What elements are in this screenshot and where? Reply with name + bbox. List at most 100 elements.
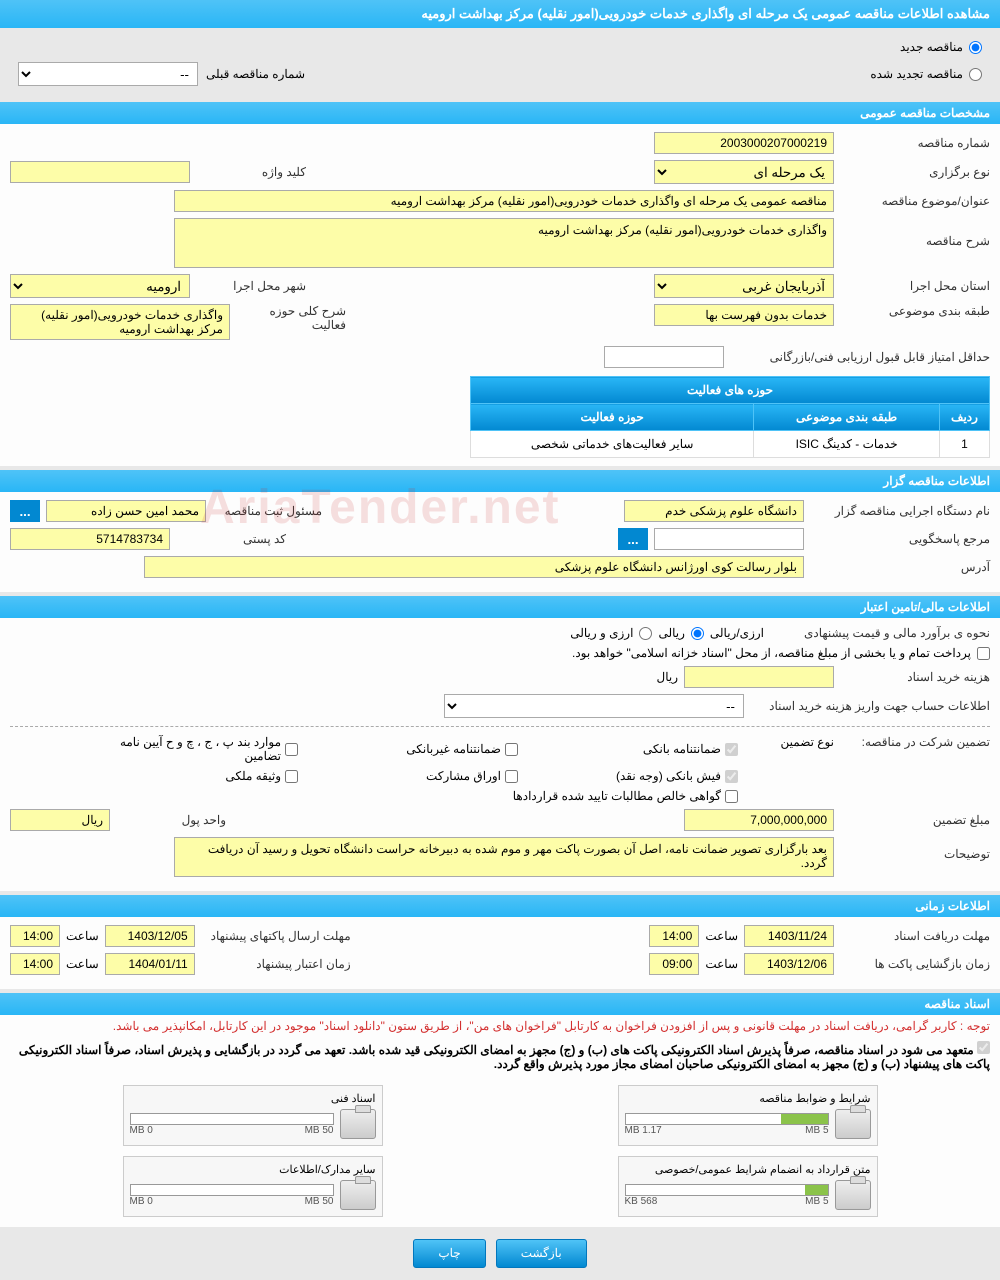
city-select[interactable]: ارومیه: [10, 274, 190, 298]
chk-cases-label: موارد بند پ ، ج ، چ و ح آیین نامه تضامین: [98, 735, 281, 763]
radio-renewed-tender[interactable]: [969, 68, 982, 81]
radio-new-tender[interactable]: [969, 41, 982, 54]
answer-lookup-button[interactable]: ...: [618, 528, 648, 550]
scope-field: واگذاری خدمات خودرویی(امور نقلیه) مرکز ب…: [10, 304, 230, 340]
print-button[interactable]: چاپ: [413, 1239, 485, 1268]
chk-cash-label: فیش بانکی (وجه نقد): [616, 769, 721, 783]
radio-new-tender-label: مناقصه جدید: [900, 40, 963, 54]
folder-icon[interactable]: [340, 1109, 376, 1139]
doc1-max: 5 MB: [805, 1125, 828, 1136]
cell-cat: خدمات - کدینگ ISIC: [754, 431, 940, 458]
doc-cost-input[interactable]: [684, 666, 834, 688]
col-category: طبقه بندی موضوعی: [754, 404, 940, 431]
commitment-text: متعهد می شود در اسناد مناقصه، صرفاً پذیر…: [19, 1043, 990, 1071]
doc3-max: 5 MB: [805, 1196, 828, 1207]
chk-cert[interactable]: [725, 790, 738, 803]
hour-label-2: ساعت: [66, 929, 99, 943]
guarantee-type-label: نوع تضمین: [764, 735, 834, 749]
receive-date: 1403/11/24: [744, 925, 834, 947]
unit-field: ریال: [10, 809, 110, 831]
doc1-size: 1.17 MB: [625, 1125, 662, 1136]
submit-hour: 14:00: [10, 925, 60, 947]
radio-rial-label: ریالی: [658, 626, 684, 640]
activity-table-title: حوزه های فعالیت: [471, 377, 990, 404]
radio-rial[interactable]: [691, 627, 704, 640]
chk-bank[interactable]: [725, 743, 738, 756]
chk-property-label: وثیقه ملکی: [225, 769, 281, 783]
tender-no-field: 2003000207000219: [654, 132, 834, 154]
est-label: نحوه ی برآورد مالی و قیمت پیشنهادی: [770, 626, 990, 640]
folder-icon[interactable]: [340, 1180, 376, 1210]
folder-icon[interactable]: [835, 1180, 871, 1210]
submit-label: مهلت ارسال پاکتهای پیشنهاد: [201, 929, 351, 943]
answer-label: مرجع پاسخگویی: [810, 532, 990, 546]
chk-payment-note[interactable]: [977, 647, 990, 660]
title-label: عنوان/موضوع مناقصه: [840, 194, 990, 208]
open-label: زمان بازگشایی پاکت ها: [840, 957, 990, 971]
radio-renewed-tender-label: مناقصه تجدید شده: [870, 67, 963, 81]
doc2-size: 0 MB: [130, 1125, 153, 1136]
resp-label: مسئول ثبت مناقصه: [212, 504, 322, 518]
notice-red: توجه : کاربر گرامی، دریافت اسناد در مهلت…: [0, 1015, 1000, 1037]
keyword-label: کلید واژه: [196, 165, 306, 179]
desc-field: واگذاری خدمات خودرویی(امور نقلیه) مرکز ب…: [174, 218, 834, 268]
open-date: 1403/12/06: [744, 953, 834, 975]
prev-number-label: شماره مناقصه قبلی: [206, 67, 305, 81]
section-organizer-header: اطلاعات مناقصه گزار: [0, 470, 1000, 492]
min-score-input[interactable]: [604, 346, 724, 368]
account-info-label: اطلاعات حساب جهت واریز هزینه خرید اسناد: [750, 699, 990, 713]
validity-hour: 14:00: [10, 953, 60, 975]
section-documents-header: اسناد مناقصه: [0, 993, 1000, 1015]
receive-hour: 14:00: [649, 925, 699, 947]
open-hour: 09:00: [649, 953, 699, 975]
hour-label-3: ساعت: [705, 957, 738, 971]
receive-label: مهلت دریافت اسناد: [840, 929, 990, 943]
chk-bonds-label: اوراق مشارکت: [426, 769, 501, 783]
section-general-header: مشخصات مناقصه عمومی: [0, 102, 1000, 124]
chk-cert-label: گواهی خالص مطالبات تایید شده قراردادها: [513, 789, 721, 803]
chk-property[interactable]: [285, 770, 298, 783]
scope-label: شرح کلی حوزه فعالیت: [236, 304, 346, 332]
radio-arz[interactable]: [639, 627, 652, 640]
hour-label-4: ساعت: [66, 957, 99, 971]
address-field: بلوار رسالت کوی اورژانس دانشگاه علوم پزش…: [144, 556, 804, 578]
folder-icon[interactable]: [835, 1109, 871, 1139]
submit-date: 1403/12/05: [105, 925, 195, 947]
payment-note: پرداخت تمام و یا بخشی از مبلغ مناقصه، از…: [572, 646, 971, 660]
chk-bank-label: ضمانتنامه بانکی: [643, 742, 721, 756]
doc-box-contract: متن قرارداد به انضمام شرایط عمومی/خصوصی …: [618, 1156, 878, 1217]
answer-input[interactable]: [654, 528, 804, 550]
back-button[interactable]: بازگشت: [496, 1239, 587, 1268]
keyword-input[interactable]: [10, 161, 190, 183]
prev-number-select[interactable]: --: [18, 62, 198, 86]
notes-field: بعد بارگزاری تصویر ضمانت نامه، اصل آن بص…: [174, 837, 834, 877]
chk-nonbank[interactable]: [505, 743, 518, 756]
desc-label: شرح مناقصه: [840, 218, 990, 248]
amount-field: 7,000,000,000: [684, 809, 834, 831]
doc-cost-label: هزینه خرید اسناد: [840, 670, 990, 684]
table-row: 1 خدمات - کدینگ ISIC سایر فعالیت‌های خدم…: [471, 431, 990, 458]
doc3-title: متن قرارداد به انضمام شرایط عمومی/خصوصی: [625, 1163, 871, 1176]
chk-cash[interactable]: [725, 770, 738, 783]
category-label: طبقه بندی موضوعی: [840, 304, 990, 318]
postal-label: کد پستی: [176, 532, 286, 546]
progress-bar: [130, 1113, 334, 1125]
chk-commitment[interactable]: [977, 1041, 990, 1054]
hour-label-1: ساعت: [705, 929, 738, 943]
radio-arz-label: ارزی و ریالی: [570, 626, 633, 640]
amount-label: مبلغ تضمین: [840, 813, 990, 827]
doc1-title: شرایط و ضوابط مناقصه: [625, 1092, 871, 1105]
col-row: ردیف: [940, 404, 990, 431]
account-select[interactable]: --: [444, 694, 744, 718]
doc4-title: سایر مدارک/اطلاعات: [130, 1163, 376, 1176]
province-select[interactable]: آذربایجان غربی: [654, 274, 834, 298]
chk-cases[interactable]: [285, 743, 298, 756]
address-label: آدرس: [810, 560, 990, 574]
type-select[interactable]: یک مرحله ای: [654, 160, 834, 184]
resp-lookup-button[interactable]: ...: [10, 500, 40, 522]
notes-label: توضیحات: [840, 837, 990, 861]
cell-no: 1: [940, 431, 990, 458]
doc-box-technical: اسناد فنی 50 MB0 MB: [123, 1085, 383, 1146]
chk-bonds[interactable]: [505, 770, 518, 783]
doc4-size: 0 MB: [130, 1196, 153, 1207]
